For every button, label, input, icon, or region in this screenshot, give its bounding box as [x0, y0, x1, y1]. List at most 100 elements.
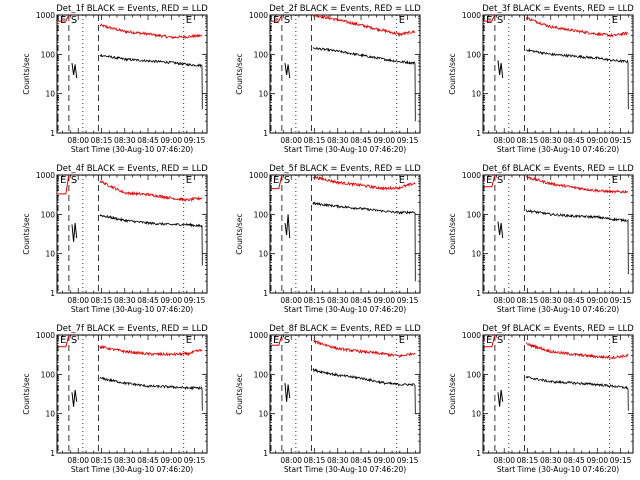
- x-tick-label: 08:30: [540, 456, 562, 465]
- y-tick-label: 1000: [249, 11, 268, 20]
- y-tick-label: 10: [258, 90, 268, 99]
- y-tick-label: 1000: [36, 11, 55, 20]
- x-tick-label: 09:15: [397, 136, 419, 145]
- y-tick-label: 100: [254, 210, 269, 219]
- x-axis-label: Start Time (30-Aug-10 07:46:20): [284, 305, 406, 314]
- y-tick-label: 10: [45, 250, 55, 259]
- x-tick-label: 08:30: [540, 296, 562, 305]
- time-marker-label: S: [71, 15, 77, 26]
- panel-7: Det_7f BLACK = Events, RED = LLD 1 10 100 10…: [22, 324, 208, 474]
- x-tick-label: 08:15: [304, 296, 326, 305]
- x-tick-label: 08:30: [114, 136, 136, 145]
- y-tick-label: 1000: [249, 171, 268, 180]
- events-series-line: [312, 367, 416, 414]
- x-tick-label: 08:15: [91, 456, 113, 465]
- time-marker-label: E: [186, 175, 192, 186]
- time-marker-label: S: [284, 335, 290, 346]
- lld-series-pre-segment: [58, 174, 70, 195]
- panel-9: Det_9f BLACK = Events, RED = LLD 1 10 100 10…: [448, 324, 634, 474]
- y-axis-label: Counts/sec: [235, 53, 244, 94]
- lld-series-line: [525, 17, 629, 38]
- time-marker-label: E: [60, 335, 66, 346]
- lld-series-line: [99, 344, 203, 357]
- y-tick-label: 10: [471, 410, 481, 419]
- y-axis-label: Counts/sec: [448, 53, 457, 94]
- lld-series-pre-segment: [271, 174, 283, 190]
- x-axis-label: Start Time (30-Aug-10 07:46:20): [71, 305, 193, 314]
- lld-series-pre-segment: [58, 334, 70, 348]
- lld-series-line: [312, 13, 416, 38]
- x-axis-label: Start Time (30-Aug-10 07:46:20): [497, 305, 619, 314]
- y-tick-label: 1000: [462, 331, 481, 340]
- x-tick-label: 08:15: [517, 136, 539, 145]
- panel-8: Det_8f BLACK = Events, RED = LLD 1 10 100 10…: [235, 324, 421, 474]
- x-tick-label: 09:15: [184, 296, 206, 305]
- x-tick-label: 09:15: [184, 456, 206, 465]
- events-series-line: [99, 214, 203, 266]
- plot-frame: [56, 334, 208, 454]
- y-tick-label: 100: [467, 210, 482, 219]
- x-axis-label: Start Time (30-Aug-10 07:46:20): [71, 465, 193, 474]
- y-tick-label: 10: [258, 250, 268, 259]
- x-tick-label: 08:30: [327, 456, 349, 465]
- lld-series-pre-segment: [484, 14, 496, 22]
- panel-2: Det_2f BLACK = Events, RED = LLD 1 10 100 10…: [235, 4, 421, 154]
- y-tick-label: 1000: [462, 171, 481, 180]
- panel-title: Det_8f BLACK = Events, RED = LLD: [269, 324, 421, 334]
- y-tick-label: 1000: [462, 11, 481, 20]
- x-tick-label: 08:45: [137, 456, 159, 465]
- events-series-pre-segment: [497, 221, 504, 239]
- time-marker-label: E: [399, 15, 405, 26]
- panel-title: Det_9f BLACK = Events, RED = LLD: [482, 324, 634, 334]
- y-tick-label: 1: [476, 289, 481, 298]
- y-axis-label: Counts/sec: [448, 213, 457, 254]
- panel-title: Det_2f BLACK = Events, RED = LLD: [269, 4, 421, 14]
- time-marker-label: E: [60, 175, 66, 186]
- panel-title: Det_3f BLACK = Events, RED = LLD: [482, 4, 634, 14]
- x-tick-label: 08:45: [563, 296, 585, 305]
- y-tick-label: 1000: [36, 171, 55, 180]
- x-tick-label: 09:00: [586, 296, 608, 305]
- x-tick-label: 08:15: [91, 296, 113, 305]
- x-tick-label: 08:30: [327, 296, 349, 305]
- plot-frame: [269, 14, 421, 134]
- time-marker-label: E: [186, 15, 192, 26]
- x-tick-label: 09:15: [610, 456, 632, 465]
- y-tick-label: 10: [258, 410, 268, 419]
- panel-4: Det_4f BLACK = Events, RED = LLD 1 10 100 10…: [22, 164, 208, 314]
- x-tick-label: 08:00: [493, 296, 515, 305]
- x-tick-label: 09:15: [397, 456, 419, 465]
- lld-series-pre-segment: [271, 334, 283, 346]
- x-axis-label: Start Time (30-Aug-10 07:46:20): [284, 145, 406, 154]
- events-series-pre-segment: [497, 389, 504, 407]
- y-tick-label: 10: [471, 250, 481, 259]
- plot-frame: [269, 334, 421, 454]
- events-series-line: [312, 201, 416, 282]
- y-tick-label: 100: [254, 50, 269, 59]
- x-tick-label: 08:15: [304, 136, 326, 145]
- time-marker-label: E: [612, 15, 618, 26]
- events-series-pre-segment: [284, 383, 291, 402]
- y-tick-label: 1: [50, 129, 55, 138]
- x-tick-label: 09:15: [184, 136, 206, 145]
- x-tick-label: 08:45: [137, 296, 159, 305]
- y-tick-label: 1: [476, 449, 481, 458]
- x-tick-label: 08:00: [280, 136, 302, 145]
- time-marker-label: S: [284, 175, 290, 186]
- panel-title: Det_6f BLACK = Events, RED = LLD: [482, 164, 634, 174]
- events-series-line: [525, 209, 629, 275]
- time-marker-label: E: [60, 15, 66, 26]
- x-tick-label: 08:00: [67, 296, 89, 305]
- y-tick-label: 10: [45, 90, 55, 99]
- time-marker-label: S: [497, 15, 503, 26]
- x-tick-label: 08:00: [67, 136, 89, 145]
- events-series-pre-segment: [71, 63, 78, 79]
- x-axis-label: Start Time (30-Aug-10 07:46:20): [284, 465, 406, 474]
- events-series-pre-segment: [284, 63, 291, 79]
- x-tick-label: 08:00: [280, 456, 302, 465]
- x-tick-label: 08:15: [517, 456, 539, 465]
- x-tick-label: 09:15: [610, 296, 632, 305]
- events-series-line: [525, 375, 629, 411]
- x-tick-label: 08:30: [114, 296, 136, 305]
- y-tick-label: 10: [45, 410, 55, 419]
